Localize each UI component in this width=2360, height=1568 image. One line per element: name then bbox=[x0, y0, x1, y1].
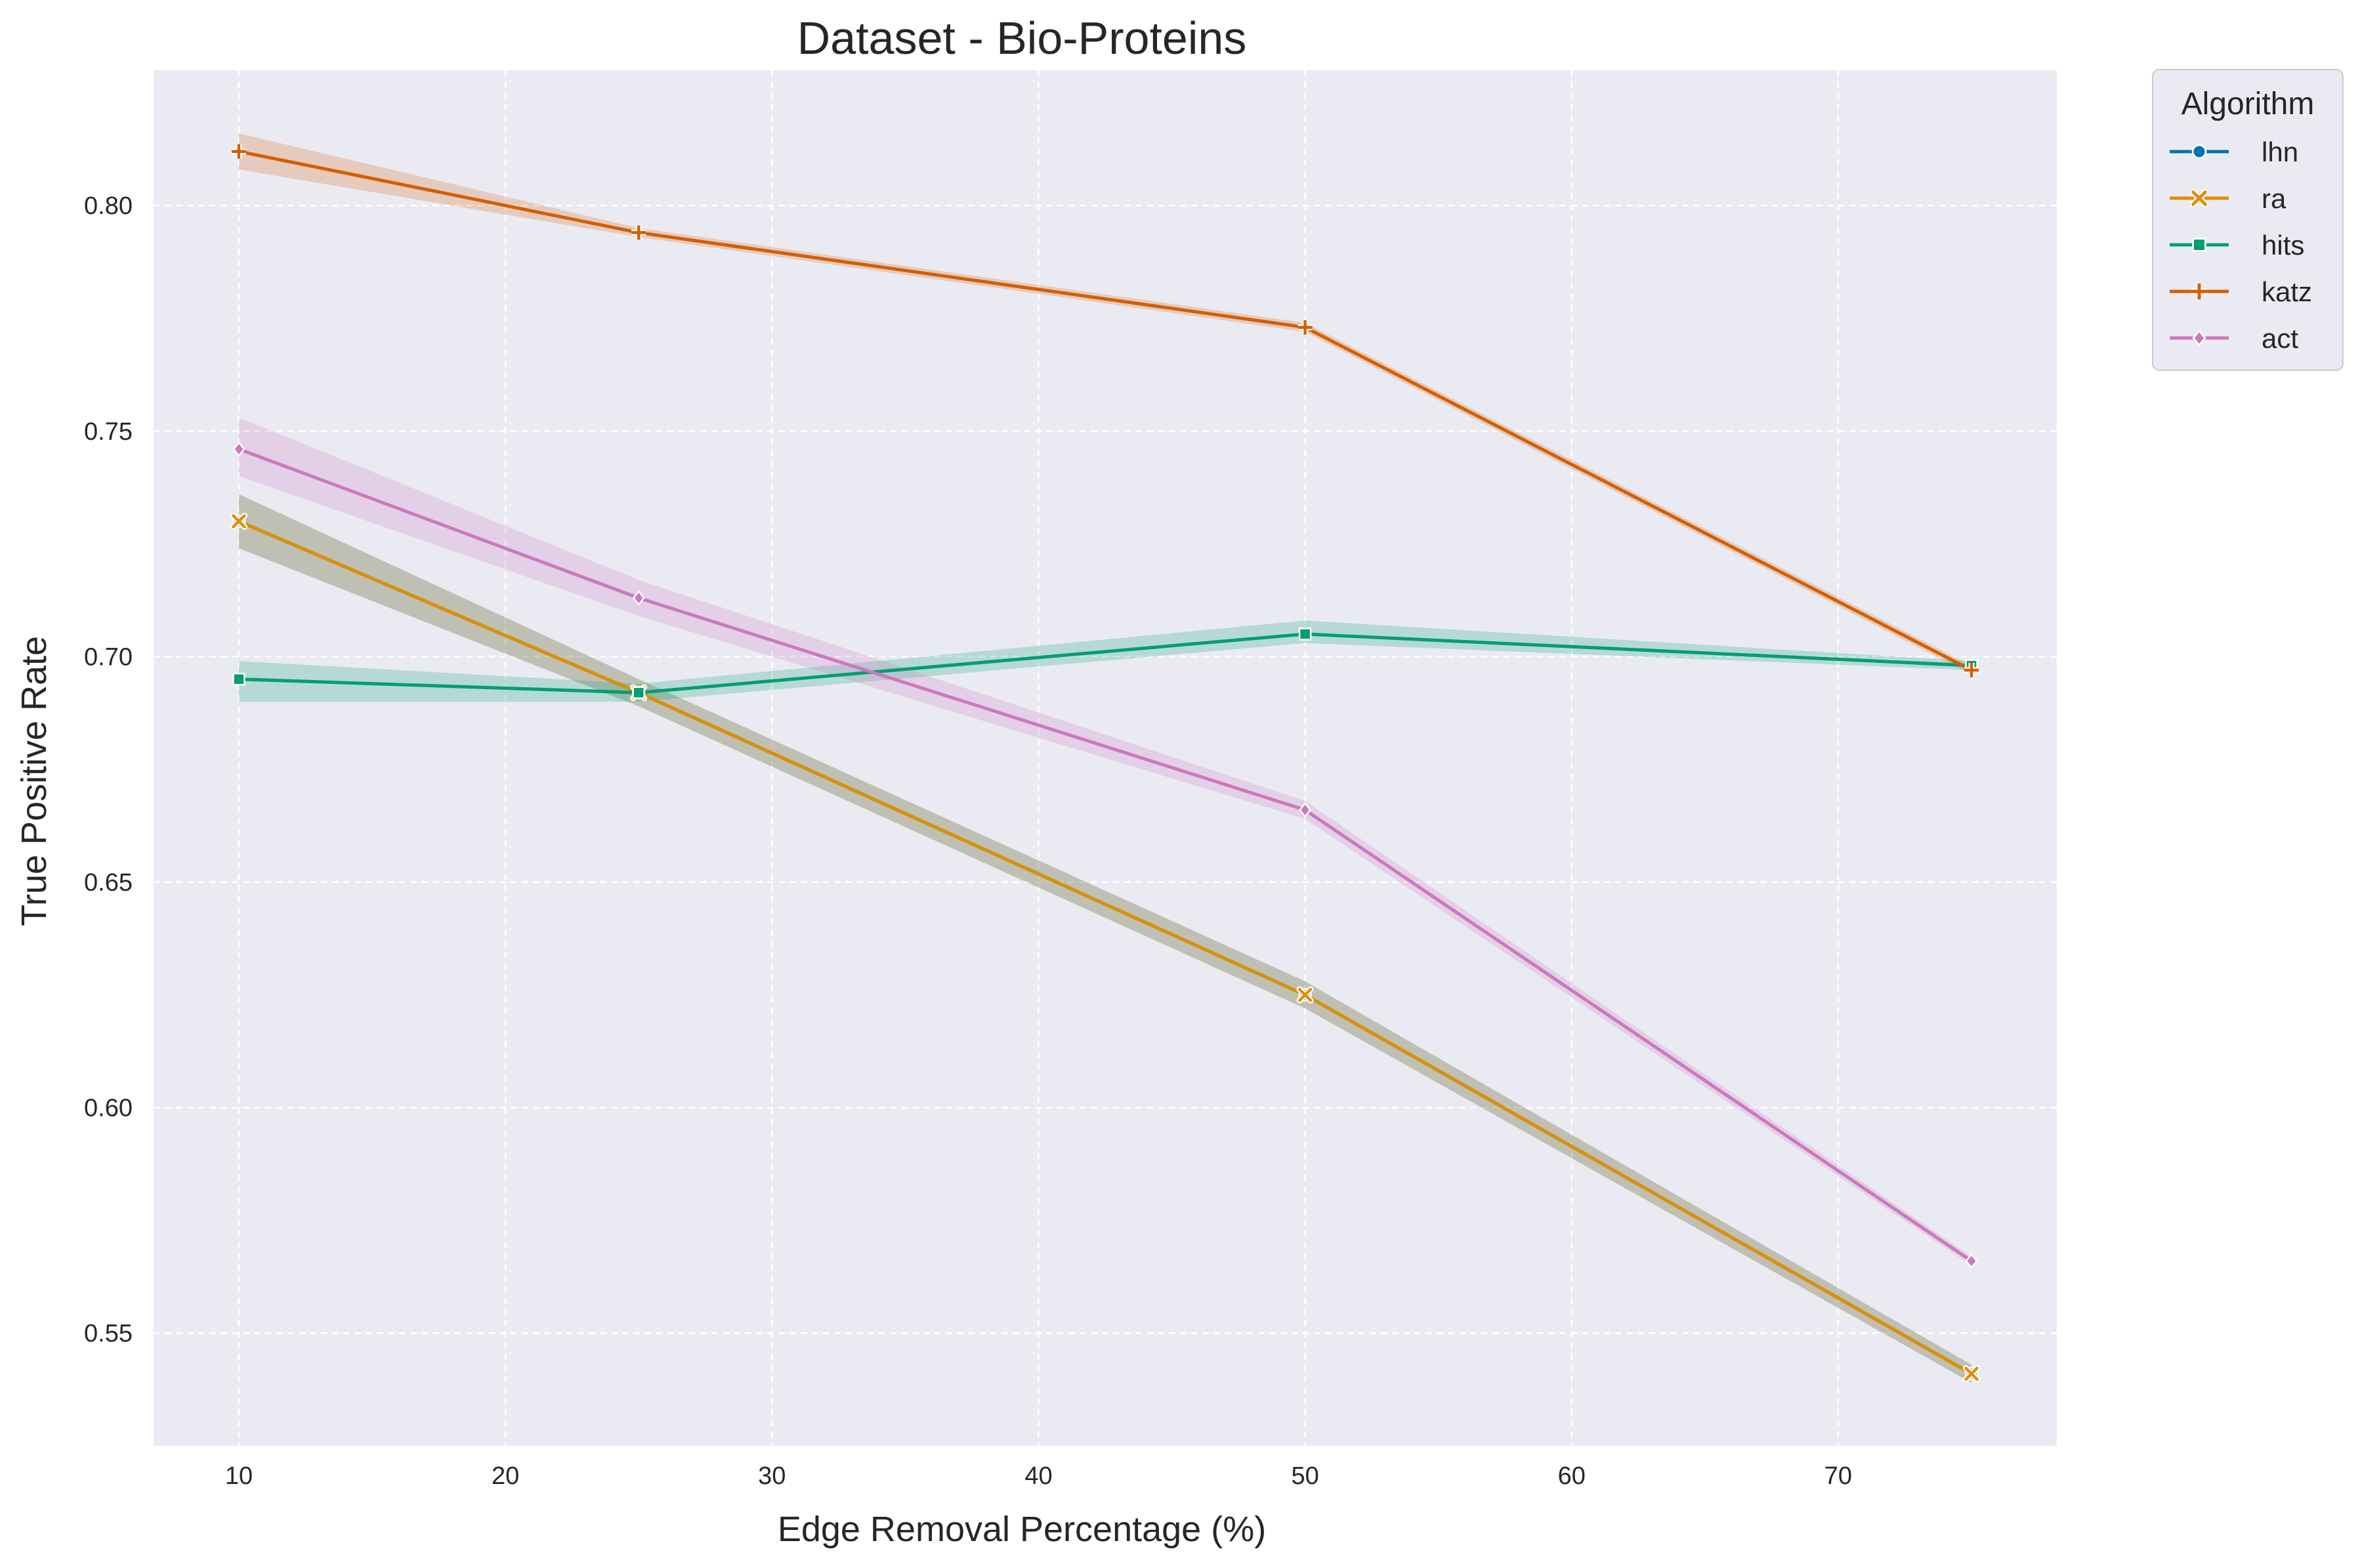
legend: Algorithm lhn ra hits katz act bbox=[2152, 69, 2344, 371]
point-hits bbox=[232, 672, 245, 686]
series-line-katz bbox=[238, 150, 1973, 672]
legend-item-katz: katz bbox=[2170, 276, 2312, 307]
y-tick-label: 0.80 bbox=[84, 192, 133, 220]
y-tick-label: 0.70 bbox=[84, 643, 133, 671]
legend-item-act: act bbox=[2170, 323, 2298, 354]
legend-marker bbox=[2192, 238, 2206, 252]
chart-title: Dataset - Bio-Proteins bbox=[797, 12, 1247, 64]
x-axis-label: Edge Removal Percentage (%) bbox=[778, 1510, 1266, 1549]
point-katz bbox=[631, 225, 646, 240]
x-tick-labels: 10 20 30 40 50 60 70 bbox=[225, 1462, 1852, 1490]
legend-label: lhn bbox=[2262, 137, 2298, 167]
legend-item-ra: ra bbox=[2170, 183, 2286, 214]
series-markers bbox=[230, 144, 1981, 1383]
point-katz bbox=[1964, 662, 1979, 677]
legend-marker bbox=[2192, 329, 2206, 347]
y-axis-label: True Positive Rate bbox=[14, 636, 54, 926]
legend-label: ra bbox=[2262, 183, 2286, 214]
x-tick-label: 60 bbox=[1558, 1462, 1586, 1490]
point-ra bbox=[1963, 1365, 1981, 1383]
point-katz bbox=[1297, 320, 1313, 335]
legend-items: lhn ra hits katz act bbox=[2170, 137, 2312, 354]
band-act bbox=[238, 417, 1972, 1266]
x-tick-label: 50 bbox=[1291, 1462, 1318, 1490]
y-tick-label: 0.65 bbox=[84, 869, 133, 897]
legend-marker bbox=[2191, 144, 2207, 159]
series-line-hits bbox=[238, 632, 1972, 694]
point-ra bbox=[230, 513, 247, 530]
y-tick-label: 0.75 bbox=[84, 418, 133, 446]
y-tick-label: 0.60 bbox=[84, 1095, 133, 1122]
point-act bbox=[632, 590, 645, 606]
band-lhn bbox=[238, 494, 1972, 1383]
series-line-ra bbox=[238, 519, 1973, 1376]
point-act bbox=[1965, 1253, 1978, 1269]
x-tick-label: 10 bbox=[225, 1462, 253, 1490]
point-hits bbox=[1298, 627, 1312, 641]
legend-item-lhn: lhn bbox=[2170, 137, 2298, 167]
legend-title: Algorithm bbox=[2181, 87, 2315, 121]
series-line-act bbox=[238, 447, 1973, 1263]
band-ra bbox=[238, 494, 1972, 1383]
point-act bbox=[1299, 802, 1312, 818]
point-katz bbox=[231, 144, 246, 159]
legend-item-hits: hits bbox=[2170, 230, 2304, 261]
x-tick-label: 40 bbox=[1024, 1462, 1052, 1490]
legend-label: act bbox=[2262, 323, 2298, 354]
x-tick-label: 20 bbox=[492, 1462, 519, 1490]
legend-marker bbox=[2191, 283, 2208, 300]
series-lines bbox=[238, 150, 1973, 1376]
grid-lines bbox=[154, 70, 2057, 1446]
point-act bbox=[232, 441, 245, 457]
legend-label: hits bbox=[2262, 230, 2304, 261]
point-hits bbox=[632, 686, 645, 700]
y-tick-labels: 0.55 0.60 0.65 0.70 0.75 0.80 bbox=[84, 192, 133, 1347]
legend-marker bbox=[2189, 188, 2209, 208]
band-hits bbox=[238, 620, 1972, 702]
x-tick-label: 70 bbox=[1824, 1462, 1852, 1490]
point-ra bbox=[1296, 986, 1314, 1004]
legend-label: katz bbox=[2262, 276, 2312, 307]
y-tick-label: 0.55 bbox=[84, 1320, 133, 1347]
x-tick-label: 30 bbox=[758, 1462, 786, 1490]
